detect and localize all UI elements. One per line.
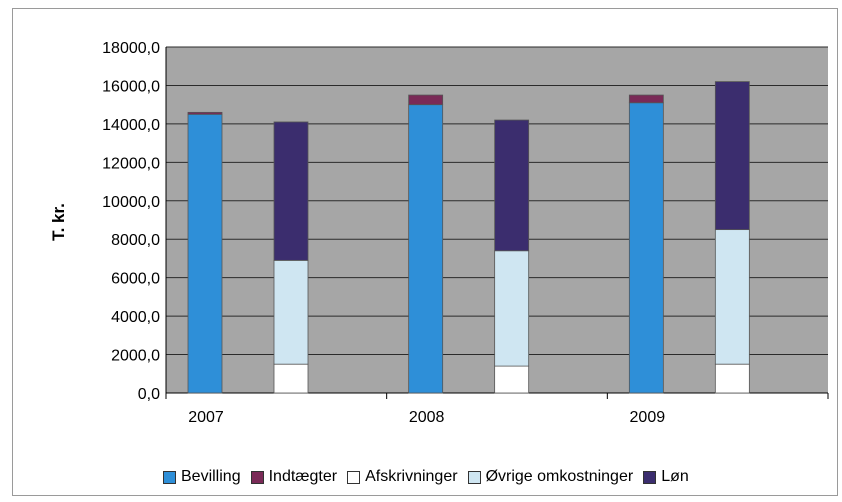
bar-afskrivninger bbox=[714, 363, 750, 394]
bar-bevilling bbox=[408, 104, 444, 394]
y-tick-label: 10000,0 bbox=[102, 194, 160, 211]
y-tick-label: 6000,0 bbox=[111, 271, 160, 288]
legend: Bevilling Indtægter Afskrivninger Øvrige… bbox=[163, 468, 689, 486]
x-tick-label: 2008 bbox=[409, 409, 445, 426]
y-tick-label: 8000,0 bbox=[111, 232, 160, 249]
bar-øvrige-omkostninger bbox=[714, 229, 750, 365]
legend-label: Løn bbox=[661, 468, 689, 485]
bar-løn bbox=[273, 121, 309, 261]
legend-swatch-lon bbox=[643, 470, 657, 484]
legend-swatch-ovrige-omkostninger bbox=[467, 470, 481, 484]
legend-swatch-indtaegter bbox=[250, 470, 264, 484]
bar-indtægter bbox=[408, 94, 444, 106]
y-axis-label: T. kr. bbox=[49, 203, 68, 241]
bar-bevilling bbox=[628, 102, 664, 394]
x-tick-label: 2007 bbox=[188, 409, 224, 426]
legend-swatch-bevilling bbox=[163, 470, 176, 484]
y-tick-label: 14000,0 bbox=[102, 117, 160, 134]
y-tick-label: 0,0 bbox=[138, 386, 160, 403]
y-tick-label: 18000,0 bbox=[102, 40, 160, 57]
legend-label: Indtægter bbox=[268, 468, 338, 485]
bar-løn bbox=[714, 81, 750, 231]
legend-label: Øvrige omkostninger bbox=[485, 468, 634, 485]
y-tick-label: 2000,0 bbox=[111, 348, 160, 365]
bar-bevilling bbox=[187, 113, 223, 394]
legend-item: Løn bbox=[643, 468, 689, 486]
bar-løn bbox=[494, 119, 530, 252]
bar-indtægter bbox=[187, 111, 223, 115]
bar-øvrige-omkostninger bbox=[494, 250, 530, 367]
legend-item: Indtægter bbox=[250, 468, 338, 486]
legend-item: Øvrige omkostninger bbox=[467, 468, 634, 486]
bar-øvrige-omkostninger bbox=[273, 259, 309, 365]
legend-label: Afskrivninger bbox=[365, 468, 458, 485]
y-tick-label: 12000,0 bbox=[102, 155, 160, 172]
bar-afskrivninger bbox=[494, 365, 530, 394]
bar-indtægter bbox=[628, 94, 664, 104]
y-tick-label: 16000,0 bbox=[102, 78, 160, 95]
x-tick-label: 2009 bbox=[630, 409, 666, 426]
bar-afskrivninger bbox=[273, 363, 309, 394]
legend-swatch-afskrivninger bbox=[347, 470, 361, 484]
legend-item: Afskrivninger bbox=[347, 468, 458, 486]
legend-item: Bevilling bbox=[163, 468, 241, 486]
y-tick-label: 4000,0 bbox=[111, 309, 160, 326]
legend-label: Bevilling bbox=[181, 468, 241, 485]
